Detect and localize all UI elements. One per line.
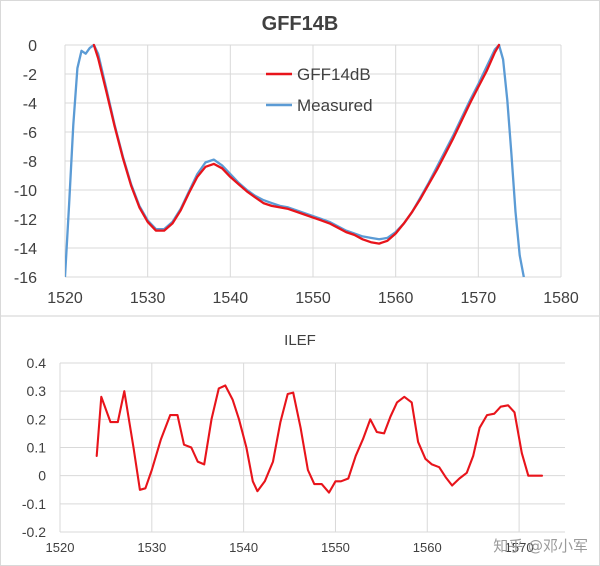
y-tick-label: 0.2 bbox=[27, 411, 47, 427]
x-tick-label: 1560 bbox=[413, 540, 442, 555]
chart-title: ILEF bbox=[284, 332, 316, 349]
y-tick-label: -6 bbox=[23, 125, 37, 142]
y-tick-label: -4 bbox=[23, 96, 37, 113]
x-tick-label: 1540 bbox=[229, 540, 258, 555]
y-tick-label: -10 bbox=[14, 183, 37, 200]
y-tick-label: -12 bbox=[14, 212, 37, 229]
x-tick-label: 1560 bbox=[378, 290, 414, 307]
x-tick-label: 1530 bbox=[137, 540, 166, 555]
y-tick-label: -8 bbox=[23, 154, 37, 171]
y-tick-label: -16 bbox=[14, 270, 37, 287]
y-tick-label: -0.2 bbox=[22, 524, 46, 540]
x-tick-label: 1580 bbox=[543, 290, 579, 307]
series-line-ilef bbox=[95, 384, 544, 494]
y-tick-label: -2 bbox=[23, 67, 37, 84]
legend-label: Measured bbox=[297, 96, 373, 115]
x-tick-label: 1530 bbox=[130, 290, 166, 307]
y-tick-label: -0.1 bbox=[22, 496, 46, 512]
x-tick-label: 1540 bbox=[213, 290, 249, 307]
legend-label: GFF14dB bbox=[297, 65, 371, 84]
chart-title: GFF14B bbox=[262, 13, 339, 35]
y-tick-label: 0.3 bbox=[27, 383, 47, 399]
watermark: 知乎 @邓小军 bbox=[493, 537, 588, 555]
y-tick-label: 0 bbox=[38, 468, 46, 484]
x-tick-label: 1520 bbox=[46, 540, 75, 555]
y-tick-label: 0.4 bbox=[27, 355, 47, 371]
y-tick-label: 0.1 bbox=[27, 440, 47, 456]
x-tick-label: 1570 bbox=[505, 540, 534, 555]
x-tick-label: 1550 bbox=[321, 540, 350, 555]
x-tick-label: 1550 bbox=[295, 290, 331, 307]
y-tick-label: 0 bbox=[28, 38, 37, 55]
series-line-gff14db bbox=[92, 43, 501, 245]
y-tick-label: -14 bbox=[14, 241, 37, 258]
x-tick-label: 1570 bbox=[461, 290, 497, 307]
x-tick-label: 1520 bbox=[47, 290, 83, 307]
gff-chart: 0 -2 -4 -6 -8 -10 -12 -14 -16 1520 1530 1540 1550 156… bbox=[14, 13, 579, 307]
